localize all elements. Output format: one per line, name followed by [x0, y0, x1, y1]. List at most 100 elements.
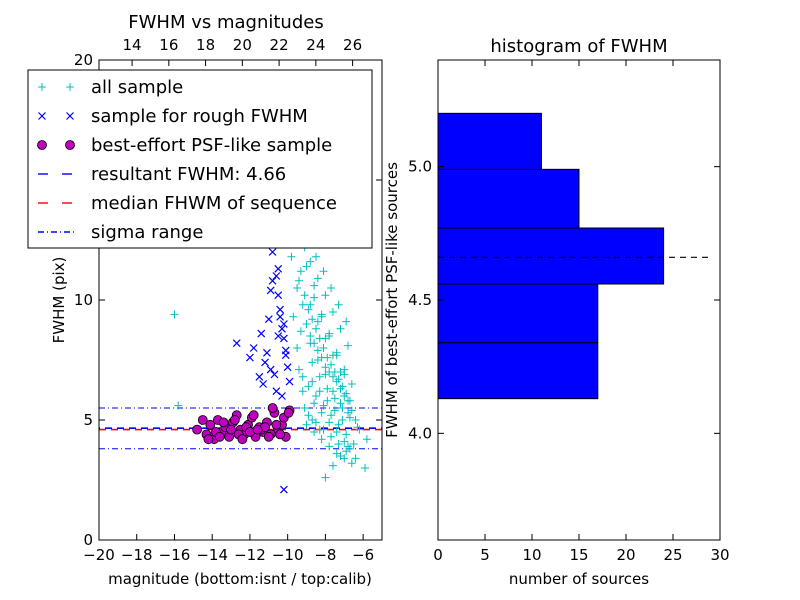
- histogram-ylabel: FWHM of best-effort PSF-like sources: [383, 162, 401, 438]
- legend-entry: all sample: [38, 77, 183, 98]
- point-psf: [271, 419, 282, 430]
- point-all: [310, 399, 319, 408]
- histogram-bar: [437, 342, 599, 400]
- point-psf: [263, 431, 274, 442]
- hist-x-tick-label: 0: [433, 546, 443, 564]
- point-rough: [283, 363, 292, 372]
- hist-x-tick-label: 25: [663, 546, 682, 564]
- scatter-points: [170, 233, 371, 494]
- x-tick-label: −14: [196, 546, 228, 564]
- point-psf: [226, 424, 236, 435]
- hist-x-tick-label: 15: [569, 546, 588, 564]
- point-all: [317, 408, 326, 417]
- point-all: [170, 310, 179, 319]
- point-rough: [272, 387, 281, 396]
- point-all: [311, 324, 320, 333]
- point-all: [340, 437, 349, 446]
- point-all: [308, 315, 317, 324]
- point-all: [323, 353, 332, 362]
- point-all: [311, 392, 320, 400]
- point-psf: [218, 417, 229, 428]
- point-all: [304, 382, 313, 391]
- point-all: [300, 291, 309, 300]
- point-psf: [237, 434, 248, 445]
- point-all: [334, 375, 343, 384]
- hist-y-tick-label: 4.0: [408, 424, 432, 442]
- legend-label: median FHWM of sequence: [91, 193, 337, 214]
- point-all: [328, 461, 337, 470]
- point-rough: [281, 351, 290, 360]
- point-psf: [275, 429, 286, 440]
- top-x-tick-label: 24: [306, 36, 325, 54]
- x-tick-label: −8: [314, 546, 336, 564]
- top-x-tick-label: 26: [343, 36, 362, 54]
- point-all: [306, 300, 315, 309]
- histogram-bar: [437, 227, 665, 285]
- legend-entry: sigma range: [38, 222, 203, 243]
- x-tick-label: −16: [159, 546, 191, 564]
- point-psf: [205, 419, 216, 430]
- point-all: [332, 428, 341, 436]
- point-all: [308, 377, 317, 386]
- histogram-bar: [437, 283, 599, 344]
- point-all: [306, 339, 315, 348]
- point-all: [315, 372, 324, 381]
- point-all: [338, 416, 347, 424]
- point-all: [334, 440, 343, 448]
- hist-y-tick-label: 5.0: [408, 158, 432, 176]
- point-rough: [264, 315, 273, 324]
- point-rough: [266, 286, 275, 295]
- point-all: [336, 324, 345, 333]
- point-all: [344, 341, 353, 350]
- top-x-tick-label: 22: [270, 36, 289, 54]
- histogram-panel: 0 5 10 15 20 25 304.04.55.0 histogram of FWHM …: [383, 36, 730, 588]
- point-all: [336, 399, 345, 408]
- top-x-tick-label: 14: [123, 36, 142, 54]
- point-rough: [279, 485, 288, 494]
- point-all: [313, 274, 322, 283]
- point-all: [302, 320, 311, 328]
- point-all: [294, 276, 303, 285]
- point-all: [336, 452, 345, 460]
- point-psf: [283, 407, 294, 418]
- point-all: [317, 312, 326, 321]
- legend-marker-circle: [65, 140, 75, 150]
- point-psf: [197, 415, 208, 425]
- point-all: [323, 384, 332, 393]
- legend-entry: sample for rough FWHM: [38, 106, 308, 127]
- point-all: [345, 396, 354, 405]
- point-all: [298, 372, 307, 381]
- point-rough: [268, 248, 277, 256]
- point-all: [344, 408, 353, 417]
- point-all: [327, 284, 336, 292]
- histogram-xlabel: number of sources: [509, 570, 649, 588]
- legend-entry: median FHWM of sequence: [38, 193, 337, 214]
- point-all: [306, 332, 315, 340]
- point-all: [327, 411, 336, 420]
- histogram-ticks: 0 5 10 15 20 25 30 4.0 4.5 5.0: [408, 60, 730, 564]
- point-psf: [203, 434, 214, 445]
- legend-label: all sample: [91, 77, 183, 98]
- point-all: [349, 440, 358, 448]
- hist-y-tick-label: 4.5: [408, 291, 432, 309]
- legend-label: resultant FWHM: 4.66: [91, 164, 286, 185]
- point-rough: [274, 291, 283, 300]
- point-rough: [274, 264, 283, 273]
- point-rough: [262, 348, 271, 357]
- point-rough: [272, 272, 281, 280]
- x-tick-label: −10: [272, 546, 304, 564]
- point-all: [328, 351, 337, 360]
- point-all: [298, 387, 307, 396]
- point-rough: [257, 329, 266, 338]
- point-all: [293, 284, 302, 292]
- top-x-tick-label: 16: [159, 36, 178, 54]
- point-all: [328, 387, 337, 396]
- top-x-tick-label: 18: [196, 36, 215, 54]
- point-all: [304, 305, 313, 314]
- point-all: [302, 420, 311, 429]
- point-all: [338, 382, 347, 391]
- legend-marker-x: [66, 112, 74, 120]
- histogram-bar: [437, 168, 580, 229]
- histogram-bar: [437, 112, 542, 170]
